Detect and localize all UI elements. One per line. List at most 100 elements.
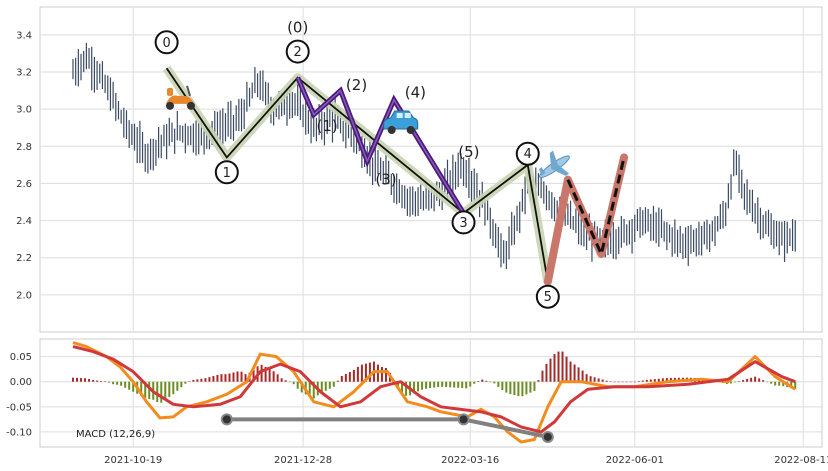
macd-histogram-bar bbox=[457, 381, 460, 388]
macd-histogram-bar bbox=[525, 381, 528, 395]
wave-label-paren: (5) bbox=[458, 143, 479, 161]
price-y-tick-label: 2.8 bbox=[16, 142, 32, 153]
macd-histogram-bar bbox=[140, 381, 143, 396]
wave-label-paren: (1) bbox=[317, 117, 338, 135]
macd-histogram-bar bbox=[469, 381, 472, 387]
macd-histogram-bar bbox=[148, 381, 151, 399]
macd-histogram-bar bbox=[421, 381, 424, 390]
macd-histogram-bar bbox=[172, 381, 175, 395]
macd-histogram-bar bbox=[497, 381, 500, 387]
macd-histogram-bar bbox=[445, 381, 448, 388]
projection-wave-down-dash bbox=[566, 157, 626, 259]
macd-histogram-bar bbox=[569, 361, 572, 382]
macd-histogram-bar bbox=[96, 380, 99, 382]
wave-label-paren: (3) bbox=[375, 171, 396, 189]
macd-histogram-bar bbox=[549, 358, 552, 382]
macd-histogram-bar bbox=[296, 381, 299, 389]
macd-histogram-bar bbox=[750, 377, 753, 382]
macd-histogram-bar bbox=[380, 366, 383, 382]
macd-histogram-bar bbox=[72, 377, 74, 382]
macd-histogram-bar bbox=[312, 381, 315, 399]
macd-histogram-bar bbox=[617, 381, 620, 383]
x-tick-label: 2021-10-19 bbox=[104, 455, 162, 466]
wave-label-paren: (4) bbox=[405, 83, 426, 101]
macd-histogram-bar bbox=[144, 381, 147, 398]
macd-histogram-bar bbox=[738, 381, 741, 382]
macd-y-tick-label: 0.00 bbox=[10, 377, 32, 388]
trendline-point bbox=[457, 413, 470, 426]
airplane-icon bbox=[539, 150, 570, 179]
wave-label-5: 5 bbox=[544, 290, 552, 305]
wave-label-circle bbox=[515, 141, 540, 166]
macd-histogram-bar bbox=[204, 378, 207, 382]
macd-histogram-bar bbox=[766, 381, 769, 383]
macd-histogram-bar bbox=[184, 381, 187, 384]
macd-histogram-bar bbox=[76, 377, 79, 382]
wave-label-circle bbox=[535, 284, 560, 309]
wave-label-paren: (0) bbox=[287, 18, 308, 36]
macd-histogram-bar bbox=[613, 381, 616, 383]
macd-histogram-bar bbox=[521, 381, 524, 397]
macd-histogram-bar bbox=[384, 367, 387, 382]
macd-histogram-bar bbox=[481, 379, 484, 382]
price-y-tick-label: 2.2 bbox=[16, 253, 32, 264]
macd-histogram-bar bbox=[124, 381, 127, 388]
scooter-seat bbox=[167, 87, 173, 96]
macd-y-tick-label: 0.05 bbox=[10, 352, 32, 363]
price-y-tick-label: 2.4 bbox=[16, 216, 32, 227]
macd-histogram-bar bbox=[449, 381, 452, 388]
price-y-tick-label: 3.2 bbox=[16, 68, 32, 79]
macd-histogram-bar bbox=[360, 364, 363, 382]
macd-histogram-bar bbox=[609, 381, 612, 382]
car-window bbox=[396, 113, 403, 118]
macd-histogram-bar bbox=[513, 381, 516, 396]
macd-histogram-bar bbox=[356, 366, 359, 382]
macd-histogram-bar bbox=[176, 381, 179, 391]
macd-histogram-bar bbox=[405, 381, 408, 396]
macd-histogram-bar bbox=[280, 378, 283, 382]
price-y-tick-label: 2.0 bbox=[16, 290, 32, 301]
macd-histogram-bar bbox=[778, 381, 781, 386]
wave-label-3: 3 bbox=[459, 216, 467, 231]
macd-histogram-bar bbox=[774, 381, 777, 386]
macd-histogram-bar bbox=[300, 381, 303, 393]
macd-histogram-bar bbox=[493, 381, 496, 384]
macd-histogram-bar bbox=[581, 370, 584, 382]
macd-histogram-bar bbox=[200, 378, 203, 382]
macd-histogram-bar bbox=[84, 378, 87, 382]
wave-label-1: 1 bbox=[223, 166, 231, 181]
macd-histogram-bar bbox=[461, 381, 464, 389]
macd-histogram-bar bbox=[336, 380, 339, 382]
scooter-wheel bbox=[187, 101, 195, 110]
macd-histogram-bar bbox=[621, 381, 624, 383]
x-tick-label: 2022-03-16 bbox=[441, 455, 499, 466]
price-y-tick-label: 2.6 bbox=[16, 179, 32, 190]
macd-histogram-bar bbox=[88, 379, 91, 382]
wave-label-circle bbox=[154, 30, 179, 55]
scooter-icon bbox=[166, 85, 195, 110]
macd-histogram-bar bbox=[216, 374, 219, 382]
macd-histogram-bar bbox=[665, 378, 668, 382]
wave-label-4: 4 bbox=[524, 147, 532, 162]
macd-histogram-bar bbox=[597, 378, 600, 382]
scooter-body bbox=[166, 95, 194, 104]
macd-histogram-bar bbox=[601, 379, 604, 382]
wave-label-0: 0 bbox=[162, 36, 170, 51]
macd-histogram-bar bbox=[292, 381, 295, 385]
macd-histogram-bar bbox=[537, 380, 540, 382]
macd-y-tick-label: -0.05 bbox=[6, 402, 32, 413]
macd-histogram-bar bbox=[192, 380, 195, 382]
macd-histogram-bar bbox=[565, 356, 568, 382]
macd-histogram-bar bbox=[517, 381, 520, 397]
macd-histogram-bar bbox=[429, 381, 432, 389]
macd-histogram-bar bbox=[328, 381, 331, 389]
macd-histogram-bar bbox=[633, 381, 636, 383]
macd-histogram-bar bbox=[368, 362, 371, 382]
airplane-wing bbox=[549, 150, 558, 170]
x-axis: 2021-10-19 2021-12-28 2022-03-16 2022-06-01… bbox=[104, 455, 828, 466]
macd-histogram-bar bbox=[758, 378, 761, 382]
projection-wave-up bbox=[543, 175, 572, 286]
macd-histogram-bar bbox=[541, 370, 544, 382]
wave-label-paren: (2) bbox=[346, 76, 367, 94]
